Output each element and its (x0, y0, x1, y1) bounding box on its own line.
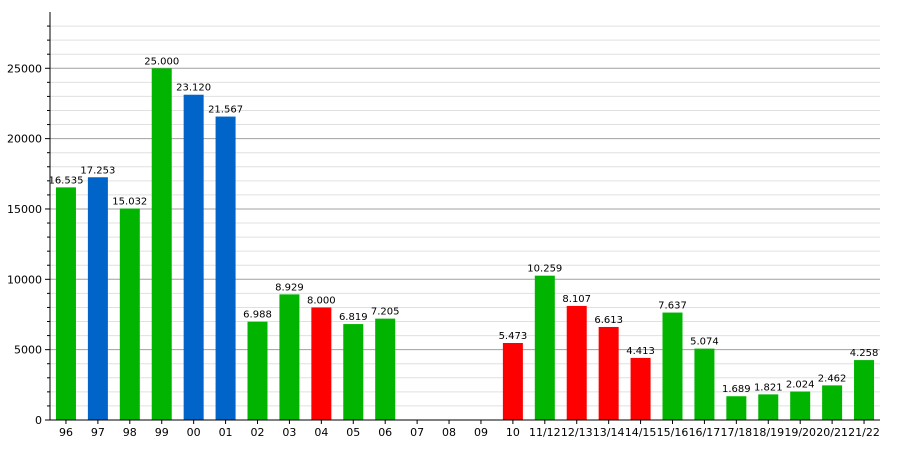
bar (822, 385, 843, 420)
x-tick-label: 09 (474, 426, 488, 439)
x-tick-label: 18/19 (752, 426, 784, 439)
bar (55, 187, 76, 420)
bar (151, 68, 172, 420)
labels: 050001000015000200002500016.5359617.2539… (7, 56, 880, 439)
axes (45, 12, 880, 424)
bar (662, 312, 683, 420)
bar-value-label: 5.074 (690, 337, 719, 348)
x-tick-label: 13/14 (593, 426, 625, 439)
bar (758, 394, 779, 420)
x-tick-label: 01 (219, 426, 233, 439)
bar (119, 208, 140, 420)
bar-value-label: 4.413 (626, 346, 655, 357)
y-tick-label: 25000 (7, 62, 42, 75)
bar-value-label: 1.821 (754, 382, 783, 393)
x-tick-label: 97 (91, 426, 105, 439)
x-tick-label: 06 (378, 426, 392, 439)
grid-lines (50, 25, 880, 407)
bar (311, 307, 332, 420)
x-tick-label: 21/22 (848, 426, 880, 439)
bar-value-label: 7.205 (371, 307, 400, 318)
bar-value-label: 8.929 (275, 282, 304, 293)
bar-value-label: 2.462 (818, 373, 847, 384)
x-tick-label: 03 (282, 426, 296, 439)
x-tick-label: 04 (314, 426, 328, 439)
x-tick-label: 05 (346, 426, 360, 439)
x-tick-label: 12/13 (561, 426, 593, 439)
y-tick-label: 20000 (7, 133, 42, 146)
bar-value-label: 23.120 (176, 83, 211, 94)
x-tick-label: 96 (59, 426, 73, 439)
bar (183, 94, 204, 420)
bars (55, 68, 875, 421)
x-tick-label: 00 (187, 426, 201, 439)
bar (630, 357, 651, 420)
x-tick-label: 19/20 (784, 426, 816, 439)
bar (279, 294, 300, 420)
x-tick-label: 08 (442, 426, 456, 439)
x-tick-label: 02 (251, 426, 265, 439)
bar-value-label: 8.000 (307, 295, 336, 306)
bar (215, 116, 236, 421)
bar-value-label: 8.107 (562, 294, 591, 305)
bar (726, 396, 747, 420)
bar-value-label: 15.032 (112, 197, 147, 208)
x-tick-label: 98 (123, 426, 137, 439)
bar (598, 326, 619, 420)
bar-value-label: 7.637 (658, 301, 687, 312)
x-tick-label: 99 (155, 426, 169, 439)
bar (375, 318, 396, 420)
bar-value-label: 16.535 (48, 175, 83, 186)
bar (790, 391, 811, 420)
y-tick-label: 15000 (7, 203, 42, 216)
bar-value-label: 2.024 (786, 380, 815, 391)
x-tick-label: 07 (410, 426, 424, 439)
bar (694, 348, 715, 420)
bar-value-label: 17.253 (80, 165, 115, 176)
y-tick-label: 10000 (7, 273, 42, 286)
x-tick-label: 10 (506, 426, 520, 439)
y-tick-label: 0 (35, 414, 42, 427)
bar-value-label: 5.473 (499, 331, 528, 342)
bar-value-label: 1.689 (722, 384, 751, 395)
bar-value-label: 6.988 (243, 310, 272, 321)
bar (854, 360, 875, 420)
bar (343, 324, 364, 420)
x-tick-label: 20/21 (816, 426, 848, 439)
bar (566, 305, 587, 420)
bar (247, 321, 268, 420)
bar-value-label: 21.567 (208, 105, 243, 116)
bar (534, 275, 555, 420)
bar (502, 343, 523, 420)
x-tick-label: 11/12 (529, 426, 561, 439)
x-tick-label: 15/16 (657, 426, 689, 439)
y-tick-label: 5000 (14, 344, 42, 357)
x-tick-label: 17/18 (720, 426, 752, 439)
bar-value-label: 6.613 (594, 315, 623, 326)
bar-value-label: 25.000 (144, 56, 179, 67)
bar-value-label: 10.259 (527, 264, 562, 275)
x-tick-label: 16/17 (689, 426, 721, 439)
bar-value-label: 4.258 (850, 348, 879, 359)
bar-value-label: 6.819 (339, 312, 368, 323)
bar (87, 177, 108, 420)
x-tick-label: 14/15 (625, 426, 657, 439)
